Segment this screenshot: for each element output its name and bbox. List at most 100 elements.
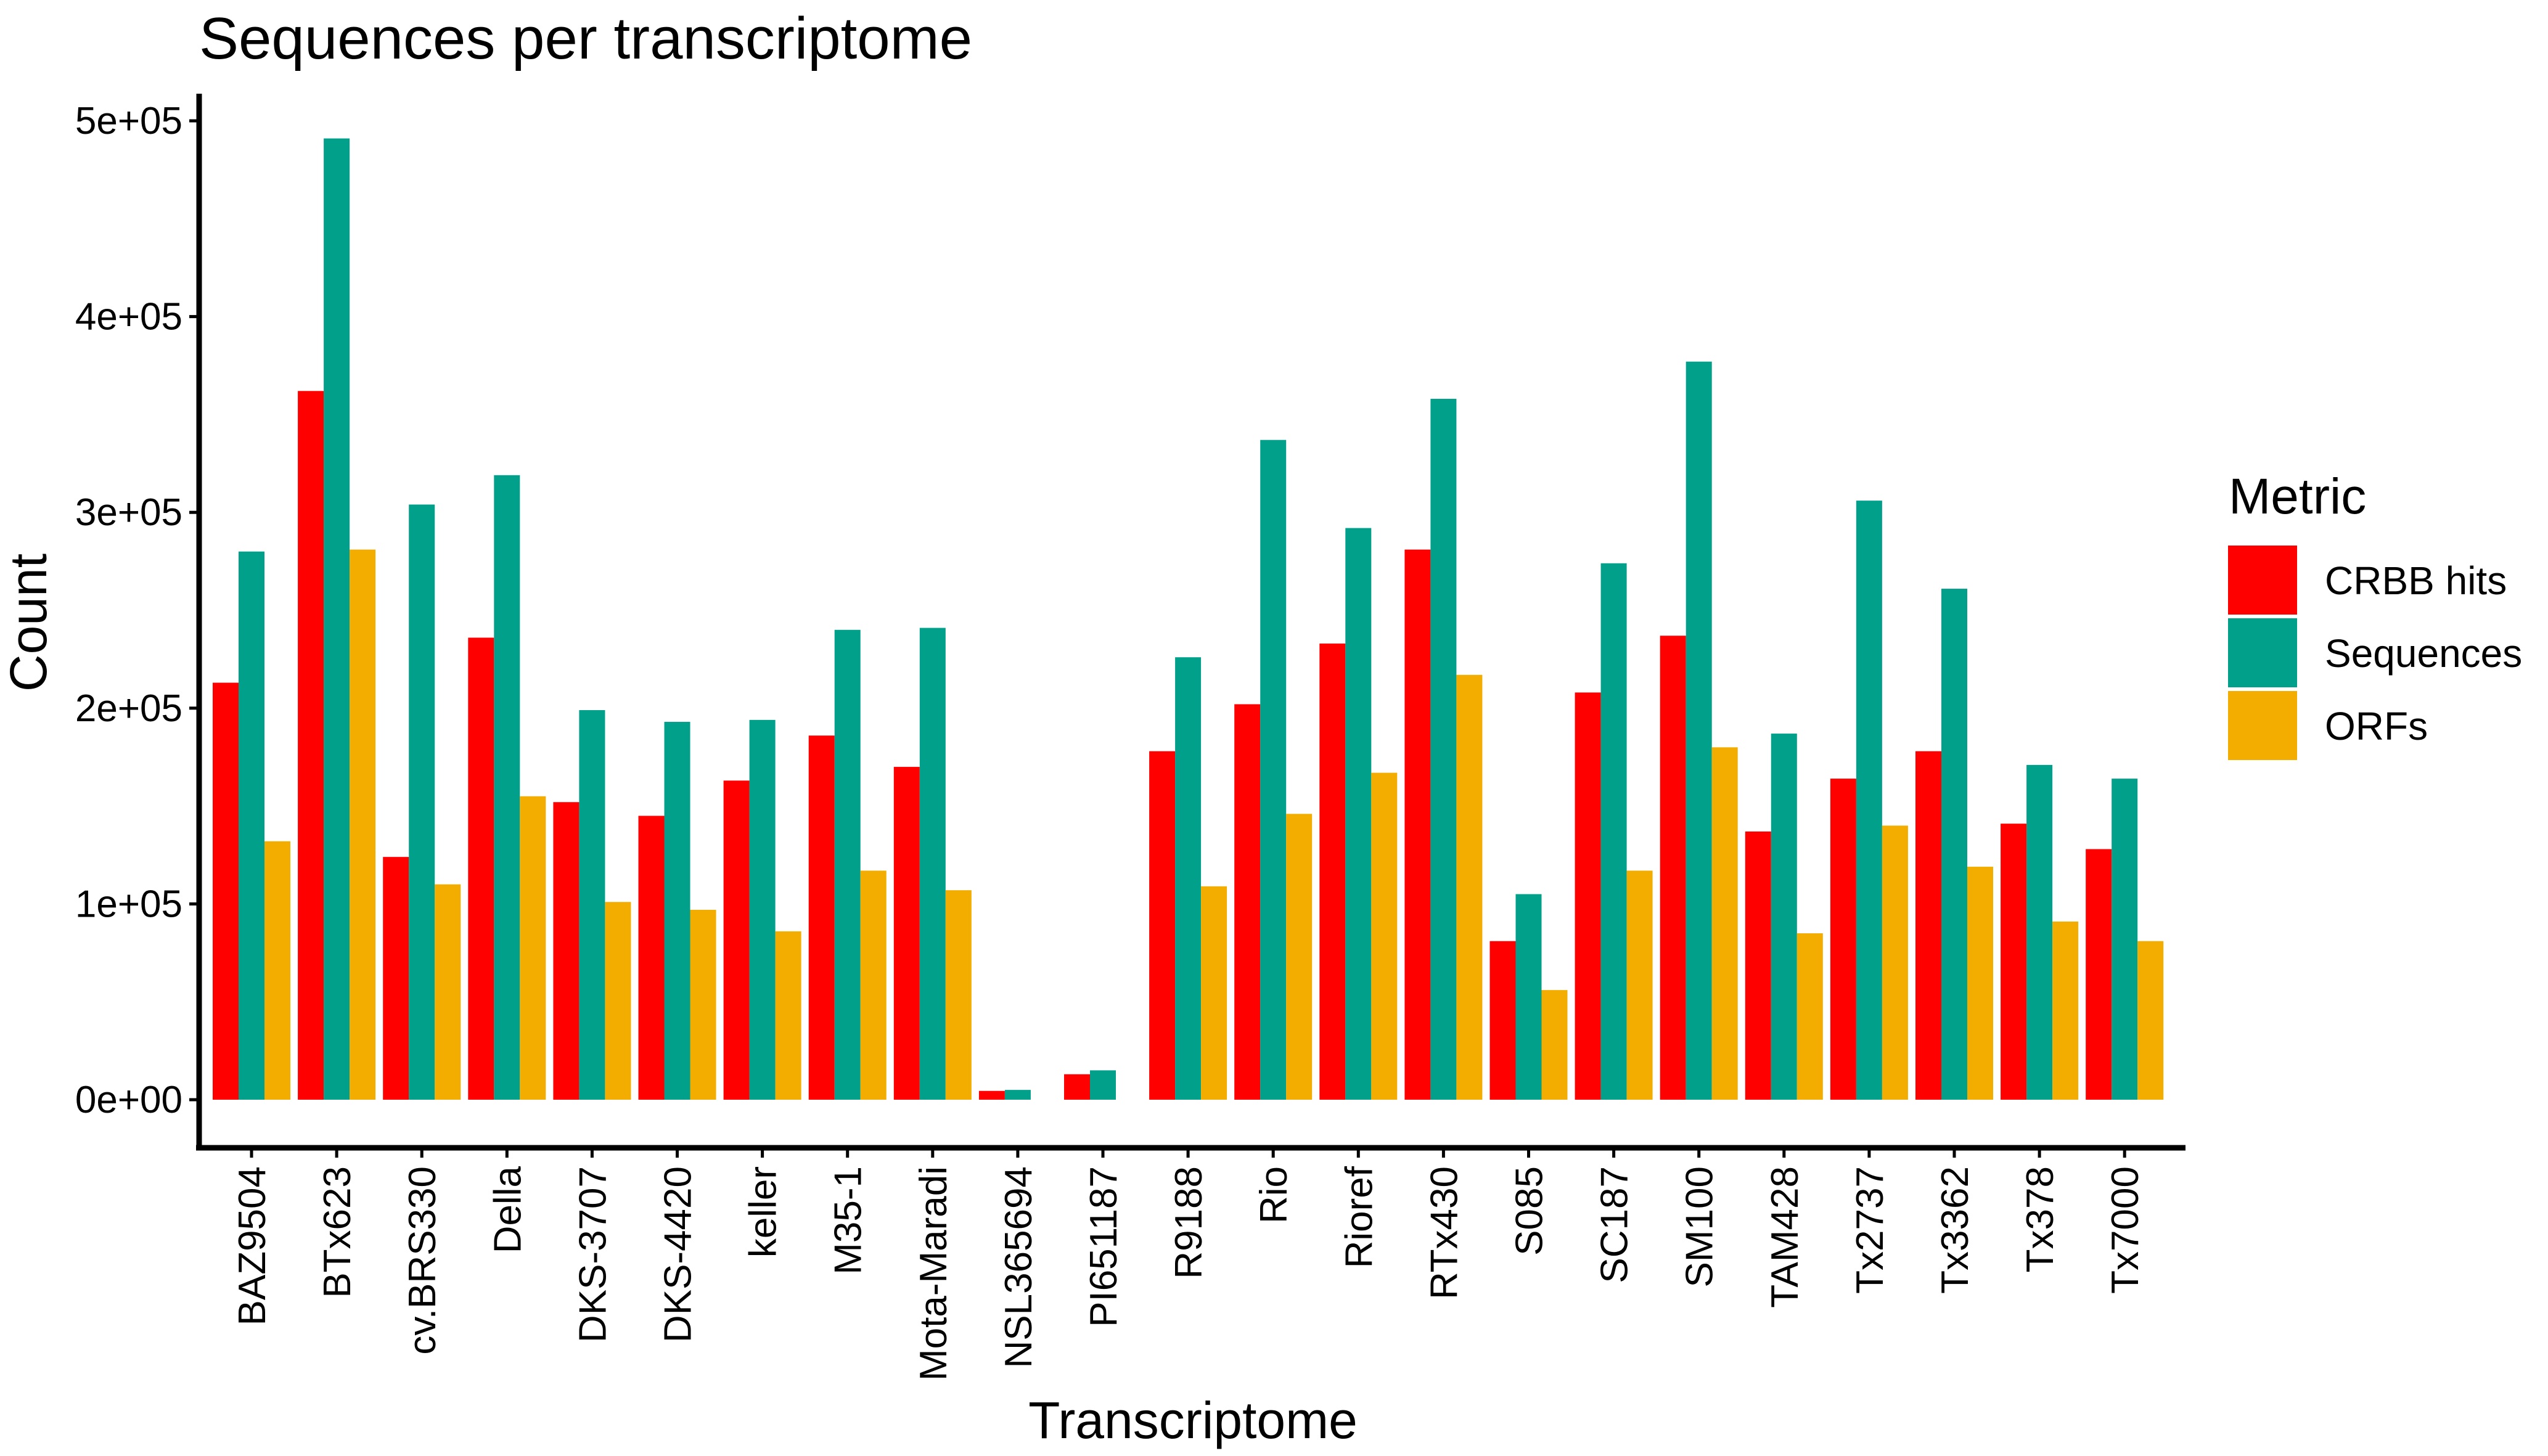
bar-crbb-hits-dks-3707 xyxy=(553,802,580,1100)
x-axis-title: Transcriptome xyxy=(1028,1391,1358,1449)
bar-crbb-hits-pi651187 xyxy=(1064,1074,1090,1100)
bar-crbb-hits-rtx430 xyxy=(1404,549,1431,1100)
bar-orfs-sm100 xyxy=(1711,747,1738,1100)
y-tick-label: 4e+05 xyxy=(75,296,182,338)
legend-title: Metric xyxy=(2229,468,2366,525)
bar-sequences-sm100 xyxy=(1686,361,1712,1100)
bar-crbb-hits-rio xyxy=(1234,704,1261,1100)
legend: Metric CRBB hits Sequences ORFs xyxy=(2228,468,2522,760)
x-tick-label-rtx430: RTx430 xyxy=(1423,1166,1465,1299)
bar-sequences-della xyxy=(494,475,520,1100)
bar-crbb-hits-della xyxy=(468,637,494,1100)
x-tick-label-della: Della xyxy=(486,1166,529,1253)
x-tick-label-tam428: TAM428 xyxy=(1764,1166,1806,1308)
bar-orfs-dks-4420 xyxy=(690,909,716,1100)
x-tick-label-baz9504: BAZ9504 xyxy=(231,1166,274,1326)
legend-label-crbb-hits: CRBB hits xyxy=(2325,558,2507,603)
x-tick-label-r9188: R9188 xyxy=(1168,1166,1210,1279)
bar-crbb-hits-rioref xyxy=(1319,643,1346,1100)
bar-sequences-tx2737 xyxy=(1856,501,1882,1100)
x-tick-label-sc187: SC187 xyxy=(1594,1166,1636,1283)
bar-crbb-hits-tx3362 xyxy=(1915,751,1941,1100)
bar-orfs-mota-maradi xyxy=(945,890,972,1100)
legend-label-orfs: ORFs xyxy=(2325,704,2428,748)
bar-crbb-hits-tx2737 xyxy=(1830,779,1856,1100)
bar-sequences-btx623 xyxy=(324,138,350,1100)
bar-sequences-keller xyxy=(749,719,776,1100)
bar-crbb-hits-cv-brs330 xyxy=(383,857,409,1100)
bar-sequences-rioref xyxy=(1345,528,1372,1100)
bar-sequences-tx3362 xyxy=(1941,589,1967,1100)
legend-key-orfs xyxy=(2228,691,2297,760)
bar-sequences-pi651187 xyxy=(1090,1070,1116,1100)
x-tick-label-nsl365694: NSL365694 xyxy=(997,1166,1040,1368)
legend-label-sequences: Sequences xyxy=(2325,631,2522,676)
x-tick-label-sm100: SM100 xyxy=(1679,1166,1721,1287)
bar-orfs-keller xyxy=(775,931,801,1100)
x-tick-label-pi651187: PI651187 xyxy=(1083,1166,1125,1327)
bar-orfs-rioref xyxy=(1371,772,1398,1100)
plot-area xyxy=(213,138,2164,1100)
x-tick-label-dks-4420: DKS-4420 xyxy=(657,1166,700,1343)
x-tick-label-rioref: Rioref xyxy=(1338,1166,1380,1268)
bar-orfs-r9188 xyxy=(1201,886,1227,1100)
bar-orfs-tx2737 xyxy=(1882,825,1908,1100)
x-tick-label-dks-3707: DKS-3707 xyxy=(571,1166,614,1343)
x-tick-label-btx623: BTx623 xyxy=(316,1166,359,1298)
bar-orfs-tx3362 xyxy=(1967,867,1993,1100)
bar-sequences-dks-3707 xyxy=(579,710,605,1100)
legend-key-sequences xyxy=(2228,618,2297,687)
chart-title: Sequences per transcriptome xyxy=(199,6,972,72)
bar-sequences-tx378 xyxy=(2026,764,2053,1100)
bar-orfs-rio xyxy=(1286,814,1313,1100)
y-axis-title: Count xyxy=(0,554,57,692)
bar-sequences-mota-maradi xyxy=(919,628,946,1100)
y-tick-label: 3e+05 xyxy=(75,491,182,534)
bar-sequences-r9188 xyxy=(1175,657,1202,1100)
bar-crbb-hits-baz9504 xyxy=(213,682,239,1100)
y-axis-ticks: 0e+00 1e+05 2e+05 3e+05 4e+05 5e+05 xyxy=(75,100,199,1121)
bar-orfs-tx7000 xyxy=(2137,941,2164,1100)
bar-crbb-hits-nsl365694 xyxy=(978,1090,1005,1100)
bar-sequences-dks-4420 xyxy=(664,722,690,1100)
bar-sequences-sc187 xyxy=(1600,563,1627,1100)
bar-sequences-tam428 xyxy=(1771,734,1797,1100)
y-tick-label: 0e+00 xyxy=(75,1079,182,1121)
x-tick-label-tx7000: Tx7000 xyxy=(2104,1166,2147,1294)
bar-crbb-hits-sc187 xyxy=(1575,692,1601,1100)
bar-sequences-cv-brs330 xyxy=(409,504,435,1100)
bar-sequences-rio xyxy=(1260,440,1287,1100)
x-tick-label-tx2737: Tx2737 xyxy=(1849,1166,1891,1294)
bar-orfs-s085 xyxy=(1541,990,1568,1100)
legend-key-crbb-hits xyxy=(2228,546,2297,615)
bar-sequences-nsl365694 xyxy=(1004,1090,1031,1100)
x-tick-label-s085: S085 xyxy=(1509,1166,1551,1256)
bar-orfs-sc187 xyxy=(1626,870,1653,1100)
bar-sequences-m35-1 xyxy=(834,629,861,1100)
bar-crbb-hits-mota-maradi xyxy=(893,767,920,1100)
x-tick-label-mota-maradi: Mota-Maradi xyxy=(912,1166,955,1381)
bar-crbb-hits-dks-4420 xyxy=(638,816,665,1100)
bar-crbb-hits-keller xyxy=(723,780,750,1100)
x-tick-label-keller: keller xyxy=(742,1166,785,1258)
bar-orfs-tx378 xyxy=(2052,921,2079,1100)
x-tick-label-m35-1: M35-1 xyxy=(827,1166,870,1275)
bar-sequences-tx7000 xyxy=(2112,779,2138,1100)
bar-sequences-s085 xyxy=(1515,894,1542,1100)
x-axis-ticks: BAZ9504 BTx623 cv.BRS330 Della DKS-3707 DKS-4… xyxy=(231,1148,2147,1381)
y-tick-label: 5e+05 xyxy=(75,100,182,142)
bar-crbb-hits-sm100 xyxy=(1660,636,1686,1100)
bar-sequences-baz9504 xyxy=(239,551,264,1100)
y-tick-label: 2e+05 xyxy=(75,687,182,730)
bar-crbb-hits-s085 xyxy=(1489,941,1516,1100)
bar-crbb-hits-r9188 xyxy=(1149,751,1176,1100)
x-tick-label-rio: Rio xyxy=(1253,1166,1295,1224)
bar-crbb-hits-tx378 xyxy=(2001,824,2027,1100)
bar-orfs-della xyxy=(520,796,546,1100)
x-tick-label-tx3362: Tx3362 xyxy=(1934,1166,1977,1294)
bar-orfs-cv-brs330 xyxy=(435,884,461,1100)
x-tick-label-cv-brs330: cv.BRS330 xyxy=(401,1166,444,1355)
bar-orfs-tam428 xyxy=(1796,933,1823,1100)
bar-orfs-dks-3707 xyxy=(605,902,631,1100)
